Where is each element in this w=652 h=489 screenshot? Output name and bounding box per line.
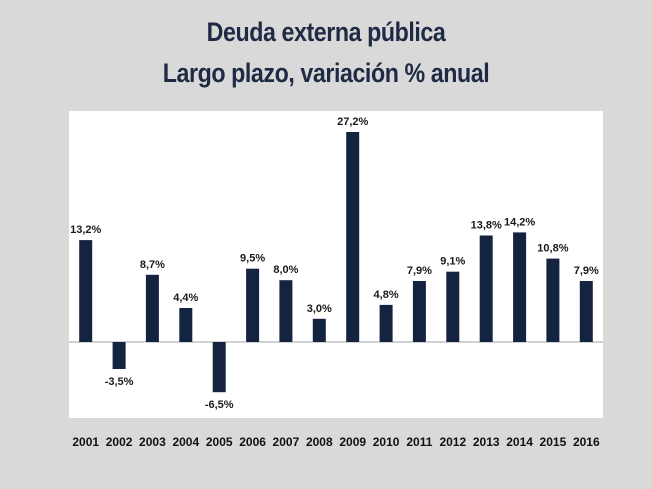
x-tick-label-2015: 2015 xyxy=(540,435,567,449)
bar-2008 xyxy=(312,318,326,342)
data-label-2003: 8,7% xyxy=(140,259,165,271)
x-tick-label-2011: 2011 xyxy=(406,435,432,449)
x-tick-label-2002: 2002 xyxy=(106,435,133,449)
x-tick-label-2014: 2014 xyxy=(506,435,533,449)
x-tick-label-2009: 2009 xyxy=(339,435,366,449)
bar-2005 xyxy=(212,342,226,393)
chart-title: Deuda externa pública xyxy=(206,17,446,47)
data-label-2006: 9,5% xyxy=(240,253,265,265)
bar-2014 xyxy=(513,232,527,342)
data-label-2014: 14,2% xyxy=(504,216,535,228)
x-tick-label-2007: 2007 xyxy=(273,435,300,449)
data-label-2016: 7,9% xyxy=(574,265,599,277)
bar-2010 xyxy=(379,304,393,342)
data-label-2007: 8,0% xyxy=(273,264,298,276)
data-label-2015: 10,8% xyxy=(537,243,568,255)
data-label-2010: 4,8% xyxy=(374,289,399,301)
chart-subtitle: Largo plazo, variación % anual xyxy=(162,58,490,88)
bars-group xyxy=(79,132,593,393)
bar-2002 xyxy=(112,342,126,369)
bar-2016 xyxy=(579,281,593,342)
data-label-2004: 4,4% xyxy=(173,292,198,304)
data-label-2002: -3,5% xyxy=(105,376,134,388)
x-tick-label-2003: 2003 xyxy=(139,435,166,449)
data-labels-group: 13,2% -3,5% 8,7% 4,4% -6,5% 9,5% 8,0% 3,0% 27,2%… xyxy=(70,116,599,411)
x-tick-label-2013: 2013 xyxy=(473,435,500,449)
x-tick-label-2001: 2001 xyxy=(72,435,99,449)
x-tick-label-2012: 2012 xyxy=(439,435,466,449)
data-label-2012: 9,1% xyxy=(440,256,465,268)
bar-2007 xyxy=(279,280,293,342)
bar-2012 xyxy=(446,271,460,342)
x-tick-label-2008: 2008 xyxy=(306,435,333,449)
data-label-2009: 27,2% xyxy=(337,116,368,128)
bar-2011 xyxy=(412,281,426,342)
x-tick-label-2006: 2006 xyxy=(239,435,266,449)
data-label-2013: 13,8% xyxy=(471,220,502,232)
data-label-2008: 3,0% xyxy=(307,303,332,315)
data-label-2005: -6,5% xyxy=(205,399,234,411)
data-label-2011: 7,9% xyxy=(407,265,432,277)
bar-2006 xyxy=(246,268,260,342)
bar-2013 xyxy=(479,235,493,342)
x-tick-label-2005: 2005 xyxy=(206,435,233,449)
x-tick-label-2016: 2016 xyxy=(573,435,600,449)
bar-2003 xyxy=(145,274,159,342)
x-tick-labels-group: 2001 2002 2003 2004 2005 2006 2007 2008 2009 2010… xyxy=(72,435,600,449)
bar-2001 xyxy=(79,240,93,342)
bar-2015 xyxy=(546,258,560,342)
x-tick-label-2010: 2010 xyxy=(373,435,400,449)
bar-2004 xyxy=(179,308,193,342)
data-label-2001: 13,2% xyxy=(70,224,101,236)
bar-2009 xyxy=(346,132,360,342)
x-tick-label-2004: 2004 xyxy=(172,435,199,449)
